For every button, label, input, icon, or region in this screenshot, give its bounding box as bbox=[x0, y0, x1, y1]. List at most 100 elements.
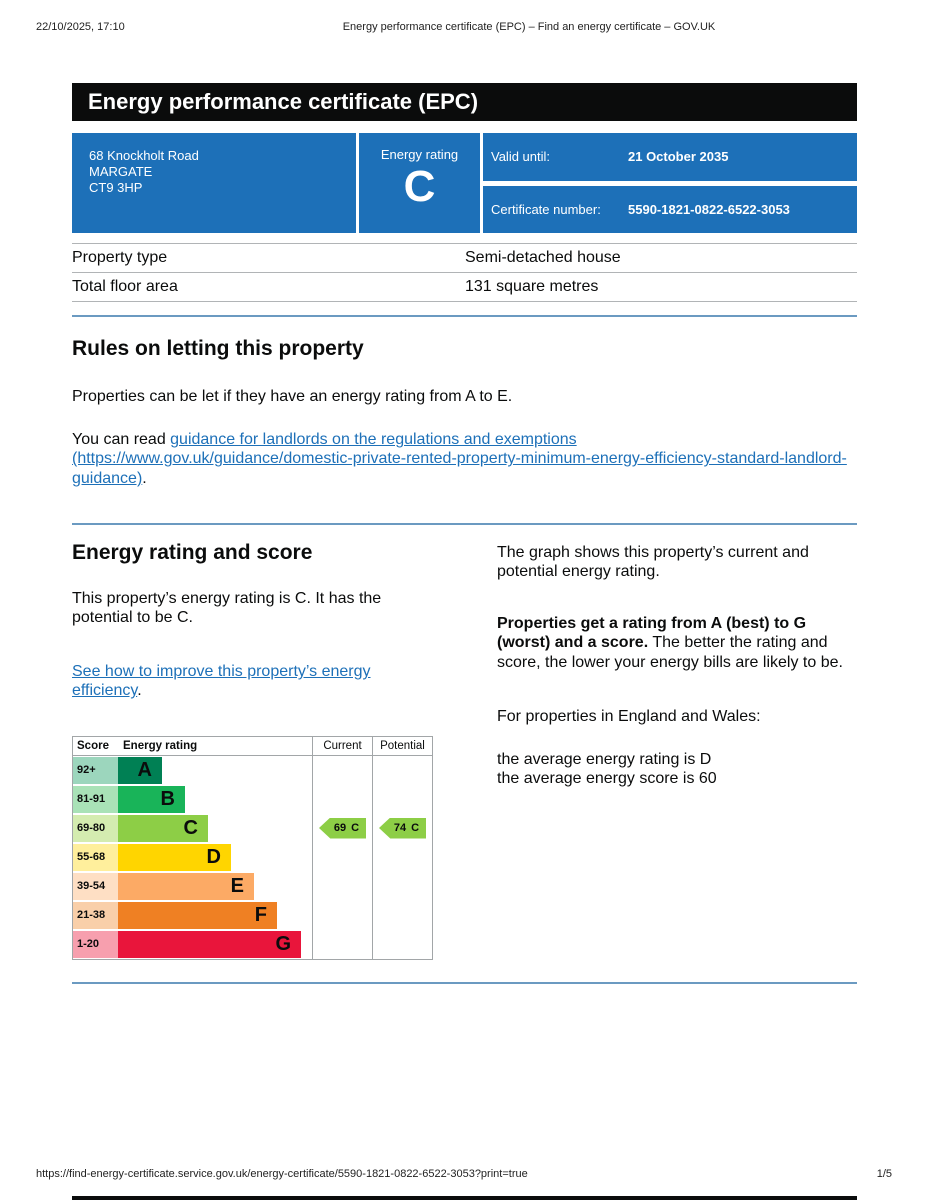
certificate-number-row: Certificate number: 5590-1821-0822-6522-… bbox=[483, 185, 857, 233]
certificate-meta: Valid until: 21 October 2035 Certificate… bbox=[483, 133, 857, 233]
certificate-number-value: 5590-1821-0822-6522-3053 bbox=[628, 201, 790, 217]
averages-paragraph: the average energy rating is D the averag… bbox=[497, 750, 857, 788]
epc-chart-header: Score Energy rating Current Potential bbox=[73, 736, 432, 756]
average-rating-line: the average energy rating is D bbox=[497, 750, 712, 768]
potential-rating-arrow: 74 C bbox=[379, 817, 426, 839]
epc-current-cell: 69 C bbox=[312, 813, 372, 843]
epc-potential-cell bbox=[372, 842, 432, 872]
print-document-title: Energy performance certificate (EPC) – F… bbox=[342, 21, 716, 33]
epc-band-area: E bbox=[118, 872, 312, 901]
table-row-floor-area: Total floor area 131 square metres bbox=[72, 273, 857, 302]
valid-until-row: Valid until: 21 October 2035 bbox=[483, 133, 857, 181]
current-rating-arrow-score: 69 bbox=[333, 822, 347, 834]
epc-potential-cell bbox=[372, 755, 432, 785]
epc-band-row-f: 21-38 F bbox=[73, 900, 432, 930]
valid-until-value: 21 October 2035 bbox=[628, 149, 729, 165]
energy-rating-label: Energy rating bbox=[380, 147, 459, 162]
epc-band-area: B bbox=[118, 785, 312, 814]
epc-potential-cell bbox=[372, 784, 432, 814]
epc-score-range: 81-91 bbox=[73, 785, 118, 813]
energy-rating-box: Energy rating C bbox=[359, 133, 480, 233]
epc-score-range: 39-54 bbox=[73, 872, 118, 900]
energy-rating-letter: C bbox=[403, 162, 436, 211]
letting-rules-paragraph: Properties can be let if they have an en… bbox=[72, 388, 513, 405]
epc-score-range: 21-38 bbox=[73, 901, 118, 929]
section-divider-bottom bbox=[72, 981, 857, 984]
epc-current-cell bbox=[312, 842, 372, 872]
epc-band-letter: D bbox=[206, 846, 221, 868]
epc-band-bar: B bbox=[118, 785, 185, 813]
epc-current-cell bbox=[312, 784, 372, 814]
improve-efficiency-link[interactable]: See how to improve this property’s energ… bbox=[72, 663, 371, 700]
next-page-banner-edge bbox=[72, 1196, 857, 1200]
column-header-current: Current bbox=[312, 736, 372, 755]
ratings-explanation-bold: Properties get a rating from A (best) to… bbox=[497, 615, 807, 652]
epc-band-row-a: 92+ A bbox=[73, 755, 432, 785]
column-header-energy-rating: Energy rating bbox=[123, 739, 198, 752]
property-type-label: Property type bbox=[72, 249, 168, 266]
floor-area-value: 131 square metres bbox=[465, 278, 599, 295]
england-wales-intro: For properties in England and Wales: bbox=[497, 707, 761, 725]
letting-rules-heading: Rules on letting this property bbox=[72, 337, 364, 360]
current-rating-arrow: 69 C bbox=[319, 817, 366, 839]
potential-rating-arrow-letter: C bbox=[411, 822, 420, 834]
section-divider-top bbox=[72, 315, 857, 317]
ratings-explanation: Properties get a rating from A (best) to… bbox=[497, 614, 857, 672]
epc-band-area: G bbox=[118, 930, 312, 959]
epc-band-area: A bbox=[118, 756, 312, 785]
rating-section-heading: Energy rating and score bbox=[72, 540, 313, 564]
valid-until-label: Valid until: bbox=[491, 149, 551, 165]
print-header: 22/10/2025, 17:10 Energy performance cer… bbox=[36, 21, 892, 33]
epc-band-bar: A bbox=[118, 756, 162, 784]
epc-band-row-b: 81-91 B bbox=[73, 784, 432, 814]
epc-band-row-c: 69-80 C 69 C 74 C bbox=[73, 813, 432, 843]
guidance-prefix: You can read bbox=[72, 431, 171, 449]
table-row-property-type: Property type Semi-detached house bbox=[72, 244, 857, 273]
print-footer-url: https://find-energy-certificate.service.… bbox=[36, 1168, 528, 1180]
guidance-suffix: . bbox=[142, 469, 147, 487]
epc-rating-chart: Score Energy rating Current Potential 92… bbox=[72, 735, 433, 960]
epc-potential-cell bbox=[372, 900, 432, 930]
column-header-potential: Potential bbox=[372, 736, 432, 755]
epc-score-range: 1-20 bbox=[73, 930, 118, 958]
page-title: Energy performance certificate (EPC) bbox=[88, 89, 479, 114]
epc-banner: Energy performance certificate (EPC) bbox=[72, 83, 857, 121]
epc-band-letter: B bbox=[160, 788, 175, 810]
current-rating-arrow-letter: C bbox=[351, 822, 360, 834]
epc-band-letter: G bbox=[275, 933, 291, 955]
rating-column-left: Energy rating and score This property’s … bbox=[72, 541, 433, 960]
rating-column-right: The graph shows this property’s current … bbox=[497, 541, 857, 960]
average-score-line: the average energy score is 60 bbox=[497, 770, 717, 788]
property-type-value: Semi-detached house bbox=[465, 249, 621, 266]
epc-band-letter: A bbox=[137, 759, 152, 781]
epc-current-cell bbox=[312, 900, 372, 930]
property-details-table: Property type Semi-detached house Total … bbox=[72, 243, 857, 302]
rating-intro-paragraph: This property’s energy rating is C. It h… bbox=[72, 589, 382, 626]
epc-band-letter: C bbox=[183, 817, 198, 839]
epc-band-area: D bbox=[118, 843, 312, 872]
epc-band-bar: E bbox=[118, 872, 254, 900]
print-footer: https://find-energy-certificate.service.… bbox=[36, 1168, 892, 1180]
epc-band-bar: F bbox=[118, 901, 277, 929]
certificate-number-label: Certificate number: bbox=[491, 201, 601, 217]
address-line-1: 68 Knockholt Road bbox=[89, 148, 199, 163]
address-line-3: CT9 3HP bbox=[89, 179, 143, 195]
epc-band-area: F bbox=[118, 901, 312, 930]
epc-band-row-d: 55-68 D bbox=[73, 842, 432, 872]
letting-rules-section: Rules on letting this property Propertie… bbox=[72, 337, 857, 488]
floor-area-label: Total floor area bbox=[72, 278, 178, 295]
epc-chart-body: 92+ A 81-91 B 69-80 C 69 C 74 C 55-68 D 39-54 E 21-38 F… bbox=[73, 755, 432, 959]
epc-band-bar: C bbox=[118, 814, 208, 842]
energy-rating-section: Energy rating and score This property’s … bbox=[72, 541, 857, 960]
epc-band-letter: E bbox=[230, 875, 244, 897]
landlord-guidance-link[interactable]: guidance for landlords on the regulation… bbox=[72, 431, 847, 487]
epc-score-range: 92+ bbox=[73, 756, 118, 784]
epc-current-cell bbox=[312, 871, 372, 901]
ratings-explanation-rest: The better the rating and score, the low… bbox=[497, 634, 843, 671]
graph-description: The graph shows this property’s current … bbox=[497, 543, 809, 580]
print-datetime: 22/10/2025, 17:10 bbox=[36, 21, 125, 33]
epc-potential-cell bbox=[372, 929, 432, 959]
epc-potential-cell bbox=[372, 871, 432, 901]
improve-paragraph: See how to improve this property’s energ… bbox=[72, 662, 433, 700]
epc-band-area: C bbox=[118, 814, 312, 843]
